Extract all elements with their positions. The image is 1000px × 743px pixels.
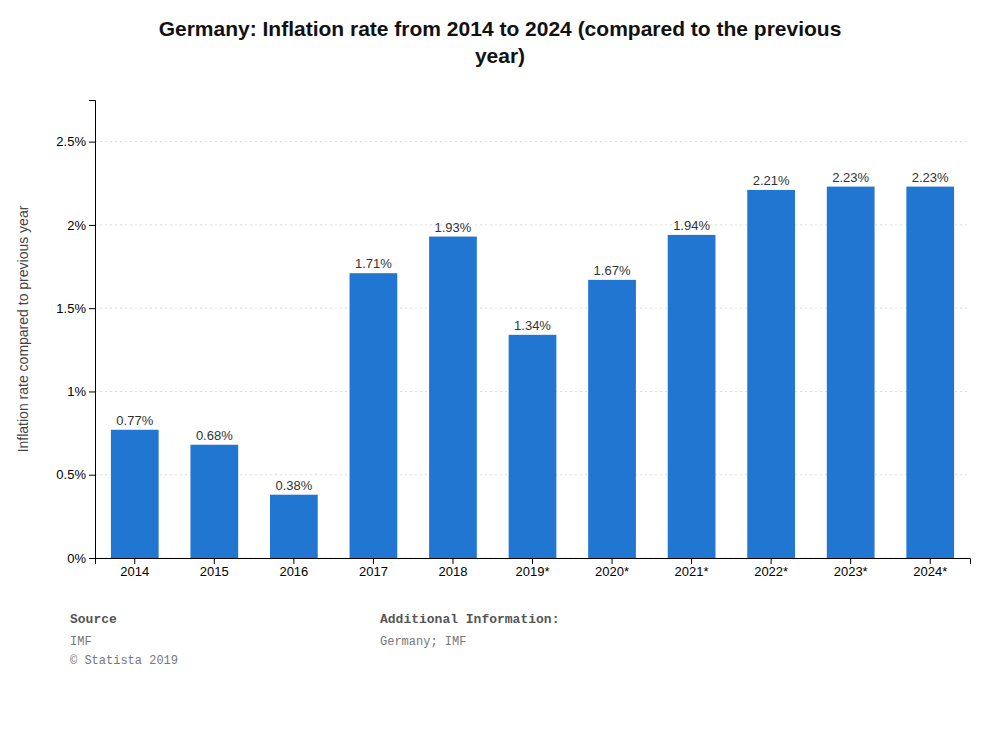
y-tick: 2%: [67, 218, 95, 233]
y-tick-label: 1%: [67, 384, 86, 399]
bar: [350, 273, 398, 558]
x-axis-line: [96, 559, 971, 565]
footer-heading: Additional Information:: [380, 612, 559, 627]
data-label: 1.34%: [514, 318, 551, 333]
data-label: 1.94%: [673, 218, 710, 233]
x-tick-label: 2018: [438, 564, 467, 579]
x-tick-label: 2014: [120, 564, 149, 579]
data-labels: 0.77% 0.68% 0.38% 1.71% 1.93% 1.34% 1.67% 1.94%…: [116, 170, 949, 493]
x-tick: 2018: [438, 558, 467, 579]
footer-heading: Source: [70, 612, 117, 627]
x-tick-mark: [373, 558, 374, 564]
data-label: 0.68%: [196, 428, 233, 443]
x-tick-label: 2023*: [834, 564, 868, 579]
grid-line: [95, 141, 970, 142]
x-tick-label: 2024*: [913, 564, 947, 579]
x-tick: 2015: [200, 558, 229, 579]
x-tick-mark: [134, 558, 135, 564]
x-tick-mark: [691, 558, 692, 564]
chart-container: 0.77% 0.68% 0.38% 1.71% 1.93% 1.34% 1.67% 1.94%…: [0, 0, 1000, 743]
bar: [429, 237, 477, 558]
x-tick-mark: [612, 558, 613, 564]
data-label: 1.93%: [435, 220, 472, 235]
y-tick-label: 1.5%: [56, 301, 86, 316]
title-line: year): [475, 44, 525, 67]
footer-text: Germany; IMF: [380, 635, 466, 649]
y-tick-mark: [89, 142, 95, 143]
chart-svg: 0.77% 0.68% 0.38% 1.71% 1.93% 1.34% 1.67% 1.94%…: [0, 0, 1000, 743]
x-tick: 2016: [279, 558, 308, 579]
bar: [588, 280, 636, 558]
bar: [190, 445, 238, 558]
y-tick-mark: [89, 475, 95, 476]
x-axis: 2014 2015 2016 2017 2018 2019* 2020* 2021* 2022*…: [96, 558, 971, 579]
footer-note: Source IMF © Statista 2019: [70, 612, 178, 668]
y-tick: 0.5%: [56, 467, 95, 482]
x-tick-mark: [850, 558, 851, 564]
y-axis: 0% 0.5% 1% 1.5% 2% 2.5%: [56, 101, 95, 566]
y-tick: 1.5%: [56, 301, 95, 316]
y-tick: 0%: [67, 551, 95, 566]
footer-note: Additional Information: Germany; IMF: [380, 612, 559, 649]
x-tick-mark: [771, 558, 772, 564]
y-tick: 1%: [67, 384, 95, 399]
data-label: 0.38%: [275, 478, 312, 493]
x-tick-mark: [930, 558, 931, 564]
x-tick-label: 2022*: [754, 564, 788, 579]
x-tick-label: 2017: [359, 564, 388, 579]
data-label: 0.77%: [116, 413, 153, 428]
data-label: 2.23%: [912, 170, 949, 185]
y-tick-label: 0.5%: [56, 467, 86, 482]
x-tick: 2024*: [913, 558, 947, 579]
footer-text: IMF © Statista 2019: [70, 635, 178, 668]
x-tick: 2014: [120, 558, 149, 579]
x-tick: 2021*: [675, 558, 709, 579]
bar: [747, 190, 795, 558]
y-tick-label: 2%: [67, 218, 86, 233]
data-label: 2.21%: [753, 173, 790, 188]
y-tick-mark: [89, 308, 95, 309]
y-tick-mark: [89, 391, 95, 392]
plot-area: [111, 187, 954, 558]
y-axis-title: Inflation rate compared to previous year: [15, 205, 31, 452]
y-tick-mark: [89, 225, 95, 226]
bar: [111, 430, 159, 558]
footer-line: © Statista 2019: [70, 654, 178, 668]
grid: [95, 142, 970, 558]
x-tick: 2023*: [834, 558, 868, 579]
bar: [827, 187, 875, 558]
y-tick-label: 2.5%: [56, 134, 86, 149]
x-tick: 2017: [359, 558, 388, 579]
y-tick-mark: [89, 558, 95, 559]
footer-line: IMF: [70, 635, 92, 649]
x-tick: 2020*: [595, 558, 629, 579]
x-tick-label: 2016: [279, 564, 308, 579]
x-tick-mark: [293, 558, 294, 564]
y-tick: 2.5%: [56, 134, 95, 149]
y-tick-label: 0%: [67, 551, 86, 566]
x-tick: 2022*: [754, 558, 788, 579]
bar: [270, 495, 318, 558]
x-tick-label: 2019*: [516, 564, 550, 579]
x-tick-mark: [532, 558, 533, 564]
bar: [668, 235, 716, 558]
bar: [509, 335, 557, 558]
data-label: 2.23%: [832, 170, 869, 185]
x-tick-mark: [214, 558, 215, 564]
data-label: 1.71%: [355, 256, 392, 271]
data-label: 1.67%: [594, 263, 631, 278]
x-tick-label: 2021*: [675, 564, 709, 579]
title-line: Germany: Inflation rate from 2014 to 202…: [159, 17, 842, 40]
x-tick: 2019*: [516, 558, 550, 579]
chart-title: Germany: Inflation rate from 2014 to 202…: [159, 17, 842, 67]
y-axis-line: [89, 101, 96, 559]
footer-line: Germany; IMF: [380, 635, 466, 649]
bar: [906, 187, 954, 558]
x-tick-label: 2015: [200, 564, 229, 579]
x-tick-mark: [452, 558, 453, 564]
x-tick-label: 2020*: [595, 564, 629, 579]
